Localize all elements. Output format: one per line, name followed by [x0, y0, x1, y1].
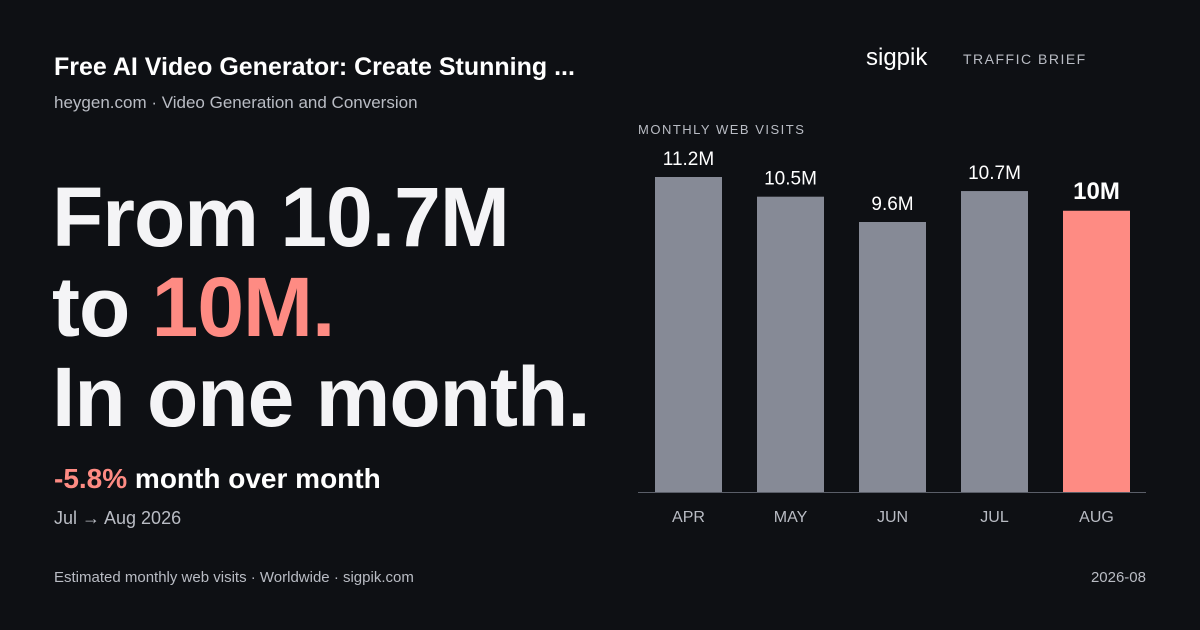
bar-may [757, 196, 824, 492]
site-title: Free AI Video Generator: Create Stunning… [54, 53, 575, 81]
headline-line-2: to 10M. [52, 262, 590, 352]
brand-logo: sigpik [866, 44, 928, 71]
x-tick-apr: APR [672, 509, 705, 526]
value-label-aug: 10M [1073, 178, 1120, 205]
value-label-jun: 9.6M [871, 194, 913, 215]
headline-line-3: In one month. [52, 350, 591, 444]
change-summary: -5.8% month over month [54, 463, 381, 495]
site-subtitle: heygen.com · Video Generation and Conver… [54, 93, 418, 112]
x-tick-aug: AUG [1079, 509, 1114, 526]
bar-aug [1063, 210, 1130, 492]
x-tick-may: MAY [774, 509, 808, 526]
value-label-apr: 11.2M [663, 149, 714, 170]
value-label-may: 10.5M [764, 169, 817, 190]
chart-title: MONTHLY WEB VISITS [638, 122, 806, 137]
headline-line-2-prefix: to [52, 260, 152, 354]
footer-date: 2026-08 [1090, 569, 1146, 586]
footer-source: Estimated monthly web visits · Worldwide… [54, 569, 414, 586]
headline-accent-value: 10M. [151, 260, 336, 354]
bar-jun [859, 222, 926, 492]
value-label-jul: 10.7M [968, 163, 1021, 184]
change-text: month over month [127, 463, 381, 494]
change-period: Jul → Aug 2026 [54, 508, 182, 528]
x-tick-jul: JUL [980, 509, 1009, 526]
x-tick-jun: JUN [877, 509, 908, 526]
bar-jul [961, 191, 1028, 492]
brand-tag: TRAFFIC BRIEF [963, 51, 1087, 67]
headline-line-1: From 10.7M [52, 170, 510, 264]
change-percent: -5.8% [54, 463, 128, 494]
headline: From 10.7M to 10M. In one month. [52, 170, 591, 444]
bar-apr [655, 177, 722, 492]
